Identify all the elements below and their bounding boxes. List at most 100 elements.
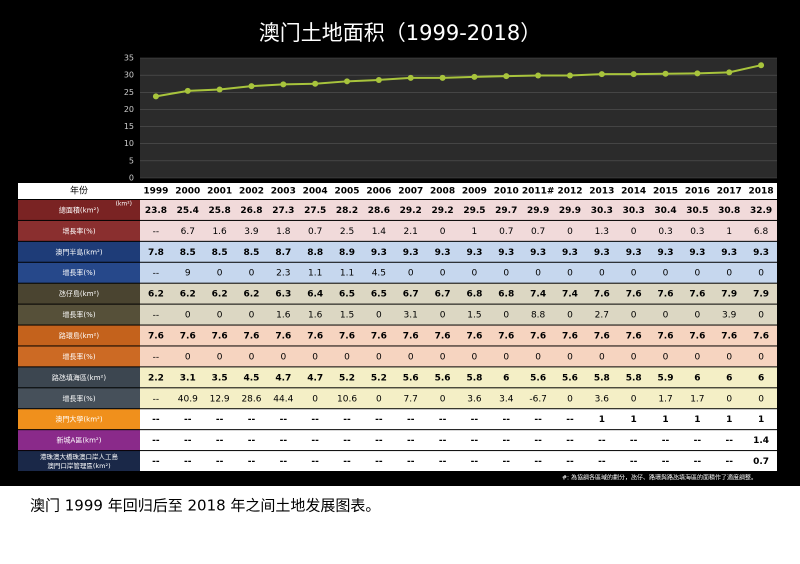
cell: 2.5 xyxy=(340,227,354,237)
cell: 0 xyxy=(217,311,223,321)
cell: 0 xyxy=(503,269,509,279)
point xyxy=(152,93,159,100)
cell: 7.6 xyxy=(403,332,419,342)
cell: 8.9 xyxy=(339,248,355,258)
cell: -- xyxy=(534,436,542,446)
y-tick-label: 15 xyxy=(124,122,134,131)
cell: 9.3 xyxy=(689,248,705,258)
y-tick-label: 10 xyxy=(124,139,134,148)
cell: 0 xyxy=(567,352,573,362)
row-label-bg xyxy=(18,367,140,388)
cell: 7.6 xyxy=(435,332,451,342)
cell: 7.6 xyxy=(562,332,578,342)
cell: 0 xyxy=(249,311,255,321)
row-label-bg xyxy=(18,430,140,451)
cell: -- xyxy=(375,457,383,467)
cell: -- xyxy=(566,415,574,425)
cell: 0.7 xyxy=(753,457,769,467)
cell: 1.4 xyxy=(372,227,387,237)
cell: 6 xyxy=(758,373,764,383)
year-label: 2013 xyxy=(589,187,614,197)
point xyxy=(726,69,733,76)
cell: -- xyxy=(407,436,415,446)
year-label: 2001 xyxy=(207,187,232,197)
cell: 0 xyxy=(249,352,255,362)
cell: -- xyxy=(662,436,670,446)
cell: 0 xyxy=(631,269,637,279)
cell: 5.6 xyxy=(530,373,546,383)
cell: 6.8 xyxy=(466,290,482,300)
cell: 0 xyxy=(726,394,732,404)
cell: -- xyxy=(503,436,511,446)
cell: -- xyxy=(311,415,319,425)
cell: 0 xyxy=(440,352,446,362)
cell: 2.2 xyxy=(148,373,164,383)
cell: 7.6 xyxy=(243,332,259,342)
cell: 0 xyxy=(631,311,637,321)
cell: 0 xyxy=(663,311,669,321)
point xyxy=(758,62,765,69)
cell: -- xyxy=(439,457,447,467)
cell: 6.2 xyxy=(212,290,228,300)
cell: 7.6 xyxy=(658,332,674,342)
cell: 0 xyxy=(535,269,541,279)
cell: -- xyxy=(311,457,319,467)
cell: 0 xyxy=(472,269,478,279)
cell: 3.6 xyxy=(595,394,610,404)
cell: 1.7 xyxy=(658,394,672,404)
cell: -- xyxy=(694,436,702,446)
header-bg xyxy=(18,183,777,199)
row-label: 新城A區(km²) xyxy=(57,436,102,445)
cell: 0 xyxy=(695,269,701,279)
cell: 9.3 xyxy=(658,248,674,258)
cell: 0 xyxy=(440,311,446,321)
row-label: 增長率(%) xyxy=(62,352,95,361)
cell: 4.7 xyxy=(275,373,291,383)
cell: 0 xyxy=(663,352,669,362)
cell: 0 xyxy=(312,352,318,362)
cell: 9.3 xyxy=(498,248,514,258)
y-tick-label: 35 xyxy=(124,54,134,63)
row-label-bg xyxy=(18,451,140,471)
cell: 1.7 xyxy=(690,394,704,404)
row-label-bg xyxy=(18,304,140,325)
cell: 8.5 xyxy=(180,248,196,258)
point xyxy=(598,71,605,78)
cell: 0 xyxy=(503,352,509,362)
cell: -- xyxy=(184,457,192,467)
cell: 25.8 xyxy=(209,206,231,216)
y-tick-label: 30 xyxy=(124,71,134,80)
year-label: 2015 xyxy=(653,187,678,197)
cell: 0 xyxy=(280,352,286,362)
cell: 0 xyxy=(758,352,764,362)
cell: -- xyxy=(216,436,224,446)
cell: -- xyxy=(566,436,574,446)
row-label: 增長率(%) xyxy=(62,226,95,235)
cell: -- xyxy=(534,457,542,467)
row-label: 路氹填海區(km²) xyxy=(52,373,106,382)
cell: -- xyxy=(598,436,606,446)
cell: 5.6 xyxy=(562,373,578,383)
year-label: 1999 xyxy=(143,187,168,197)
plot-area xyxy=(140,58,777,178)
cell: 26.8 xyxy=(240,206,262,216)
row-bg xyxy=(140,451,777,471)
cell: -- xyxy=(153,227,160,237)
cell: -- xyxy=(725,436,733,446)
cell: -- xyxy=(439,415,447,425)
cell: 25.4 xyxy=(177,206,199,216)
cell: 4.7 xyxy=(307,373,323,383)
cell: 5.8 xyxy=(594,373,610,383)
cell: 0.7 xyxy=(499,227,513,237)
cell: 7.6 xyxy=(689,332,705,342)
cell: 6.8 xyxy=(498,290,514,300)
cell: 3.9 xyxy=(244,227,259,237)
row-label-bg xyxy=(18,346,140,367)
cell: 7.6 xyxy=(466,332,482,342)
cell: 0.7 xyxy=(308,227,322,237)
cell: 1 xyxy=(694,415,700,425)
cell: 7.6 xyxy=(275,332,291,342)
cell: 7.4 xyxy=(562,290,578,300)
cell: -- xyxy=(184,436,192,446)
y-tick-label: 20 xyxy=(124,105,134,114)
